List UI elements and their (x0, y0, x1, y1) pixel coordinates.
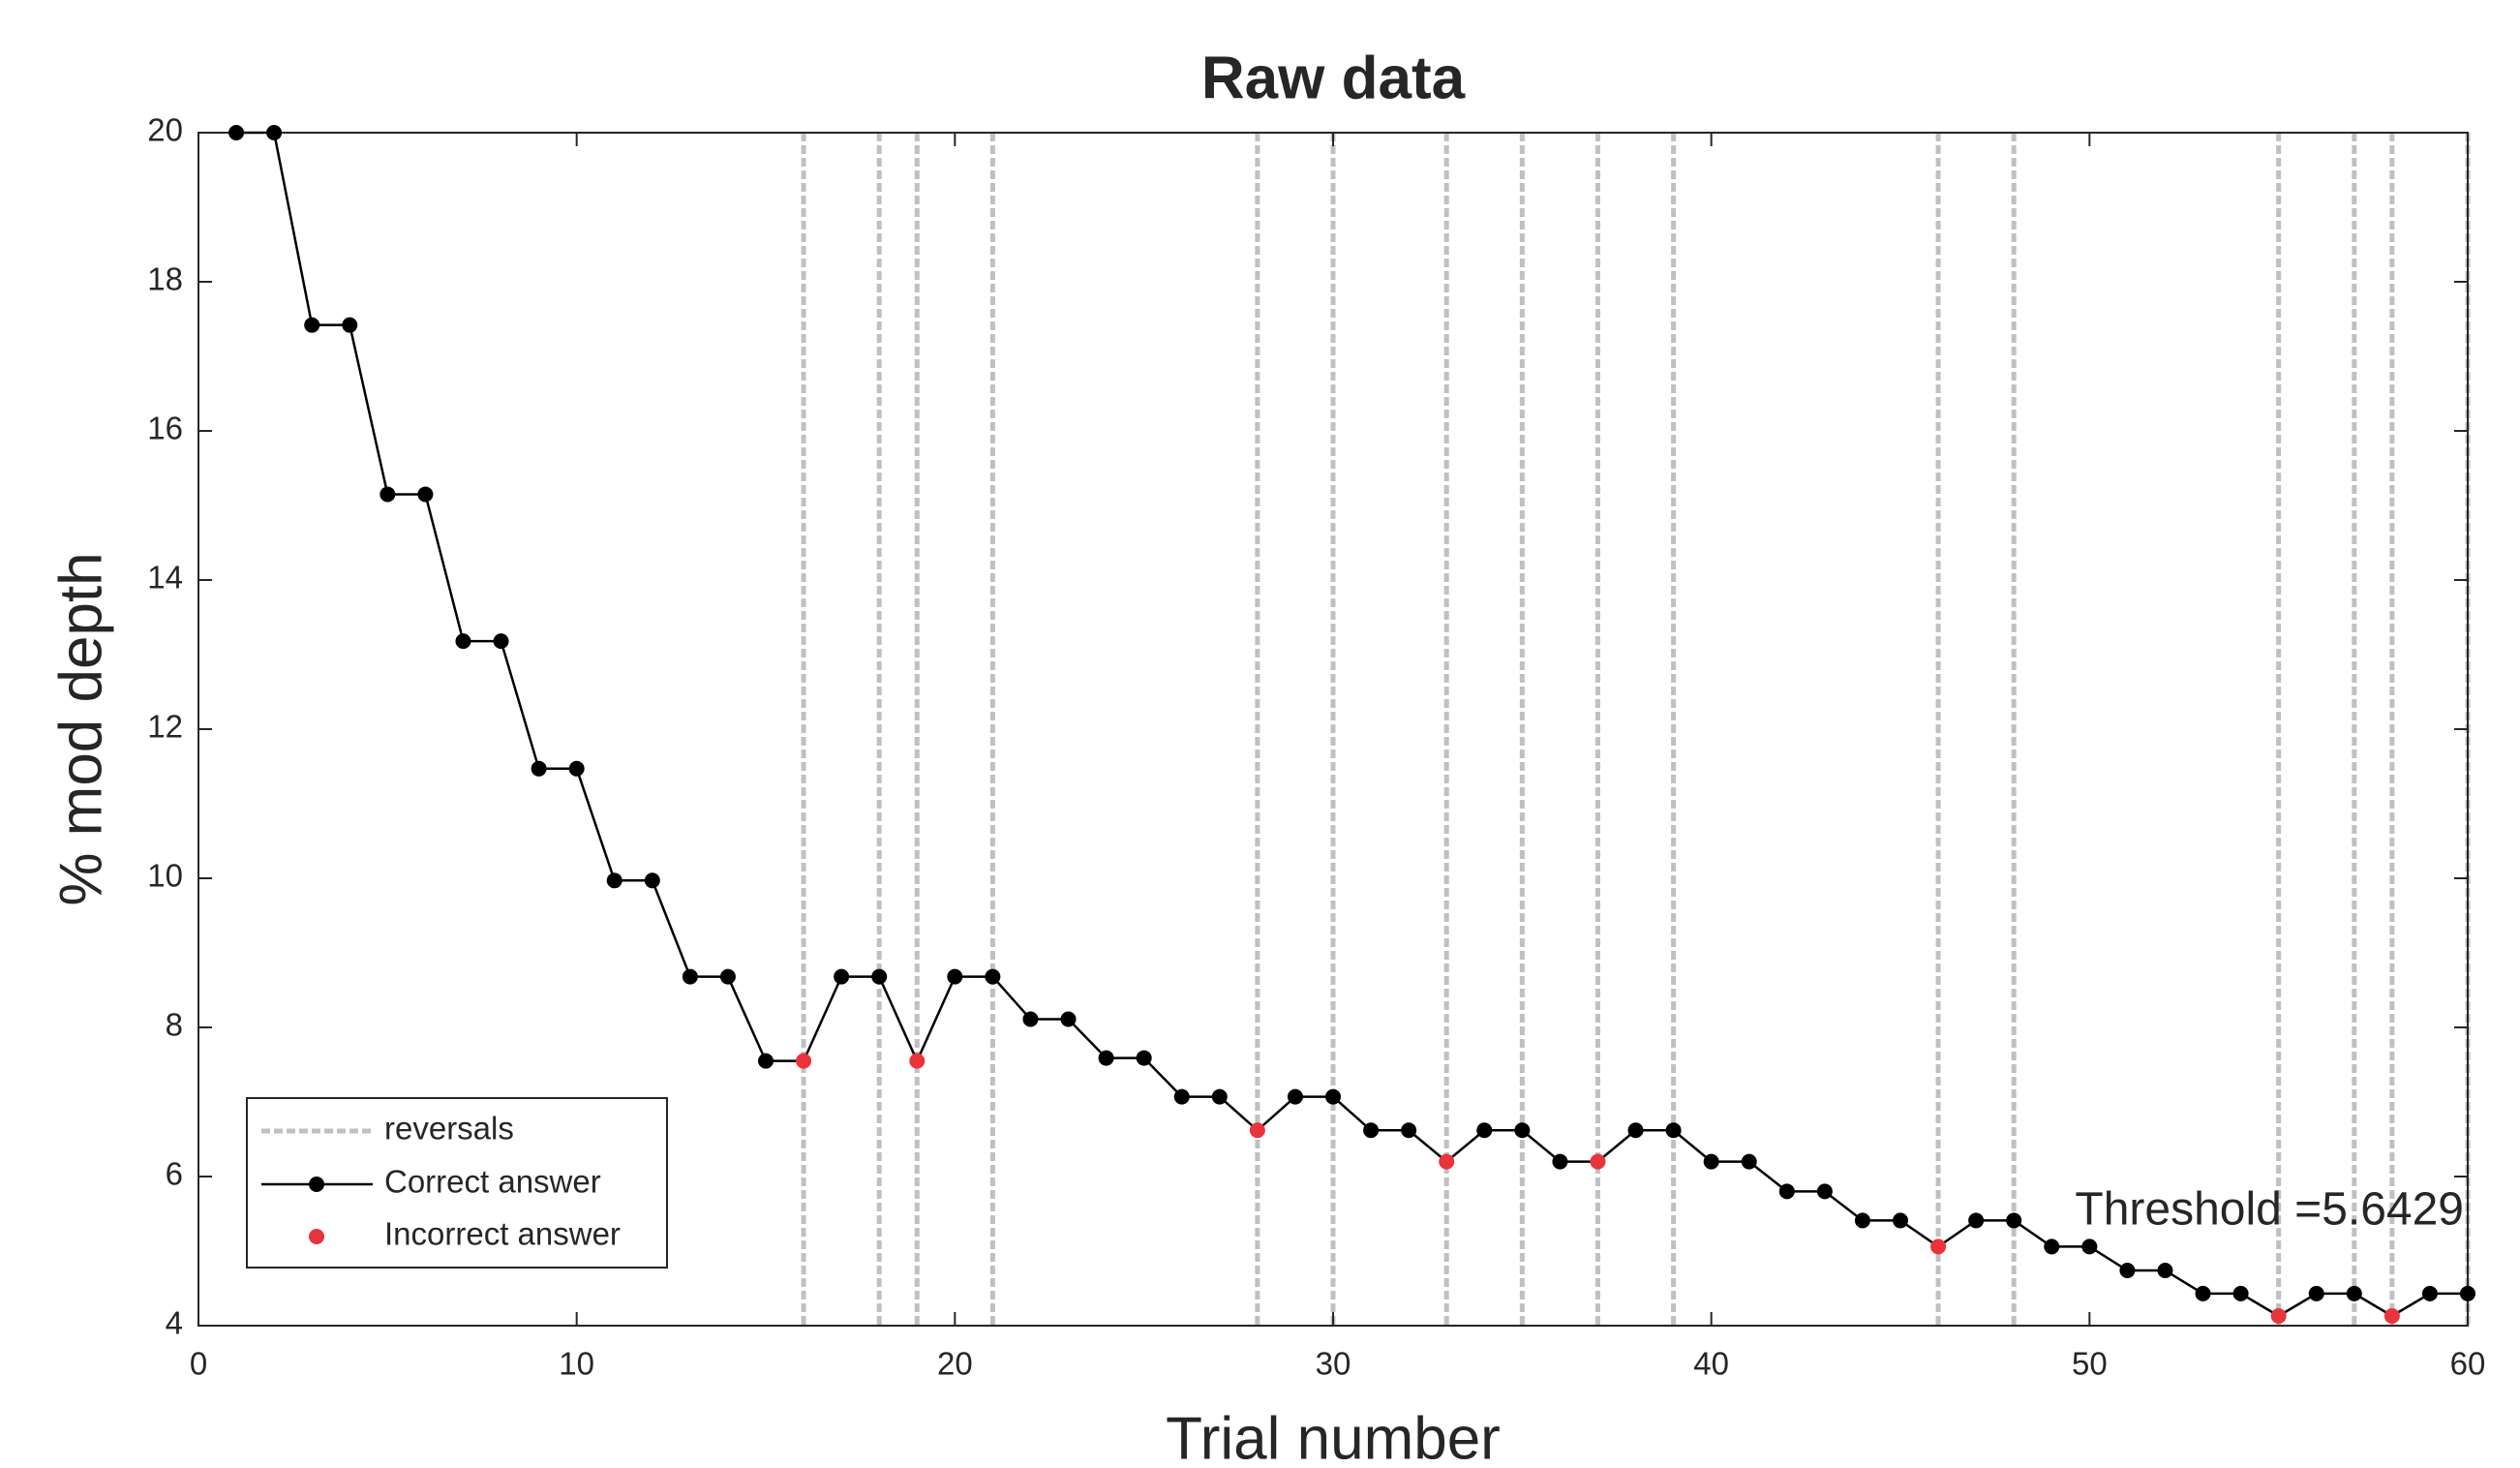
legend-label: reversals (384, 1111, 514, 1147)
correct-marker (985, 968, 1001, 985)
correct-marker (2308, 1285, 2324, 1301)
correct-marker (947, 968, 963, 985)
correct-marker (304, 317, 320, 333)
y-tick-label: 10 (147, 858, 183, 894)
correct-marker (1098, 1050, 1114, 1066)
x-tick-label: 30 (1316, 1346, 1351, 1382)
x-tick-label: 20 (937, 1346, 973, 1382)
incorrect-marker (909, 1053, 926, 1069)
incorrect-marker (796, 1053, 812, 1069)
correct-marker (493, 633, 509, 650)
y-axis-label: % mod depth (47, 552, 114, 905)
correct-marker (2460, 1285, 2475, 1301)
correct-marker (758, 1053, 774, 1069)
correct-marker (834, 968, 850, 985)
legend-swatch (309, 1177, 324, 1192)
correct-marker (1022, 1011, 1039, 1027)
legend-label: Incorrect answer (384, 1216, 621, 1252)
y-tick-label: 12 (147, 709, 183, 745)
correct-marker (568, 760, 585, 777)
correct-marker (1060, 1011, 1077, 1027)
correct-marker (871, 968, 888, 985)
y-tick-label: 8 (166, 1007, 183, 1043)
correct-marker (1741, 1153, 1757, 1170)
correct-marker (531, 760, 547, 777)
correct-marker (2195, 1285, 2211, 1301)
correct-marker (1401, 1122, 1417, 1139)
correct-marker (1854, 1212, 1870, 1229)
correct-marker (2421, 1285, 2438, 1301)
legend-swatch (309, 1229, 324, 1244)
x-tick-label: 50 (2072, 1346, 2108, 1382)
correct-marker (380, 486, 396, 503)
y-tick-label: 14 (147, 560, 183, 596)
x-tick-label: 10 (559, 1346, 594, 1382)
correct-marker (606, 872, 622, 889)
correct-marker (682, 968, 698, 985)
plot-frame (197, 132, 2469, 1327)
correct-marker (1287, 1088, 1303, 1105)
y-tick-label: 6 (166, 1156, 183, 1192)
x-tick-label: 0 (190, 1346, 207, 1382)
correct-marker (417, 486, 434, 503)
correct-marker (1211, 1088, 1228, 1105)
correct-marker (1703, 1153, 1719, 1170)
correct-marker (1968, 1212, 1985, 1229)
correct-marker (342, 317, 358, 333)
y-tick-label: 16 (147, 411, 183, 446)
correct-marker (1665, 1122, 1682, 1139)
correct-marker (455, 633, 471, 650)
x-axis-label: Trial number (1166, 1405, 1501, 1468)
incorrect-marker (1930, 1239, 1947, 1255)
incorrect-marker (2270, 1307, 2287, 1324)
correct-marker (2081, 1239, 2098, 1255)
y-tick-label: 20 (147, 112, 183, 148)
correct-marker (2044, 1239, 2060, 1255)
incorrect-marker (2383, 1307, 2400, 1324)
correct-marker (1778, 1183, 1795, 1200)
correct-marker (2232, 1285, 2249, 1301)
correct-marker (228, 125, 245, 140)
incorrect-marker (1590, 1153, 1606, 1170)
chart-title: Raw data (1201, 45, 1466, 111)
correct-marker (1476, 1122, 1493, 1139)
correct-marker (2346, 1285, 2362, 1301)
correct-marker (1627, 1122, 1644, 1139)
threshold-annotation: Threshold =5.6429 (2075, 1184, 2464, 1236)
correct-marker (2006, 1212, 2022, 1229)
y-tick-label: 18 (147, 261, 183, 297)
correct-marker (719, 968, 736, 985)
correct-marker (644, 872, 660, 889)
x-tick-label: 40 (1693, 1346, 1729, 1382)
correct-marker (2119, 1263, 2136, 1279)
correct-marker (2157, 1263, 2173, 1279)
correct-marker (1136, 1050, 1152, 1066)
correct-marker (1552, 1153, 1568, 1170)
correct-marker (1173, 1088, 1190, 1105)
correct-marker (1893, 1212, 1908, 1229)
correct-marker (1363, 1122, 1380, 1139)
incorrect-marker (1249, 1122, 1265, 1139)
incorrect-marker (1439, 1153, 1455, 1170)
x-tick-label: 60 (2450, 1346, 2486, 1382)
y-tick-label: 4 (166, 1305, 183, 1341)
legend-label: Correct answer (384, 1164, 601, 1200)
correct-marker (1816, 1183, 1833, 1200)
correct-marker (1514, 1122, 1531, 1139)
correct-marker (266, 125, 283, 140)
correct-marker (1325, 1088, 1341, 1105)
